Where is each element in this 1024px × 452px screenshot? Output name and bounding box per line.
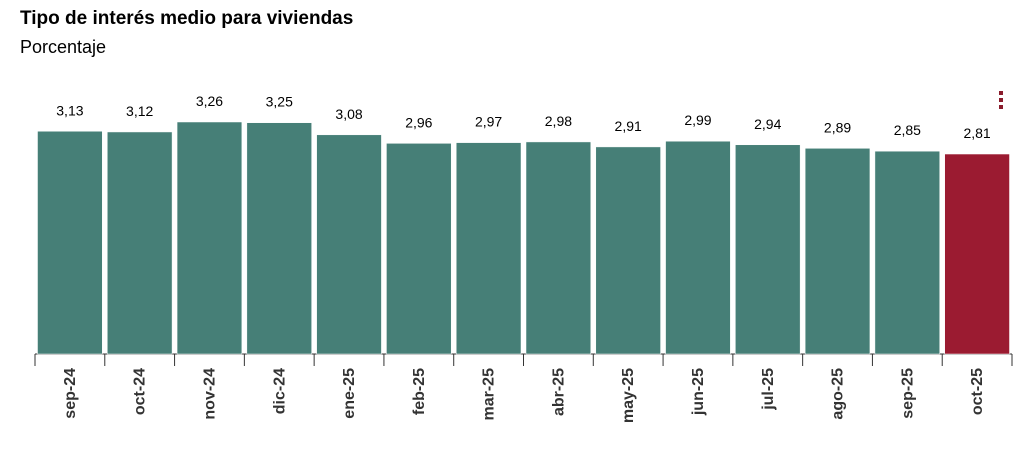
data-label-abr-25: 2,98 <box>545 113 572 129</box>
bar-ene-25 <box>316 134 382 355</box>
data-label-jul-25: 2,94 <box>754 116 781 132</box>
data-label-oct-25: 2,81 <box>963 125 990 141</box>
chart-subtitle: Porcentaje <box>20 37 107 57</box>
x-tick-label-jun-25: jun-25 <box>690 368 707 416</box>
bar-mar-25 <box>455 142 522 355</box>
bar-oct-25 <box>944 153 1010 355</box>
data-label-sep-24: 3,13 <box>56 102 83 118</box>
x-tick-label-oct-25: oct-25 <box>969 368 986 415</box>
bar-sep-25 <box>874 150 940 355</box>
data-label-sep-25: 2,85 <box>894 122 921 138</box>
data-label-mar-25: 2,97 <box>475 114 502 130</box>
x-tick-label-sep-25: sep-25 <box>899 368 916 419</box>
data-label-oct-24: 3,12 <box>126 103 153 119</box>
more-vertical-icon[interactable] <box>998 91 1004 113</box>
data-label-ago-25: 2,89 <box>824 119 851 135</box>
data-label-dic-24: 3,25 <box>266 94 293 110</box>
bar-jun-25 <box>665 140 731 355</box>
x-tick-label-ene-25: ene-25 <box>341 368 358 419</box>
bar-abr-25 <box>525 141 592 355</box>
chart-title: Tipo de interés medio para viviendas <box>20 8 354 29</box>
data-label-jun-25: 2,99 <box>684 112 711 128</box>
bar-oct-24 <box>107 131 173 355</box>
data-label-nov-24: 3,26 <box>196 93 223 109</box>
x-tick-label-dic-24: dic-24 <box>271 368 288 414</box>
x-tick-label-feb-25: feb-25 <box>411 368 428 415</box>
data-label-ene-25: 3,08 <box>335 106 362 122</box>
x-tick-label-nov-24: nov-24 <box>201 368 218 420</box>
x-tick-label-sep-24: sep-24 <box>62 368 79 419</box>
data-label-feb-25: 2,96 <box>405 114 432 130</box>
bar-may-25 <box>595 146 661 355</box>
bar-dic-24 <box>246 122 312 355</box>
bar-nov-24 <box>176 121 243 355</box>
x-tick-label-mar-25: mar-25 <box>481 368 498 421</box>
x-tick-label-oct-24: oct-24 <box>132 368 149 415</box>
data-label-may-25: 2,91 <box>615 118 642 134</box>
x-tick-label-jul-25: jul-25 <box>760 368 777 411</box>
bar-feb-25 <box>386 143 452 355</box>
x-tick-label-abr-25: abr-25 <box>550 368 567 416</box>
x-tick-label-may-25: may-25 <box>620 368 637 423</box>
bar-sep-24 <box>37 131 103 355</box>
bar-jul-25 <box>735 144 801 355</box>
x-tick-label-ago-25: ago-25 <box>830 368 847 420</box>
bar-ago-25 <box>804 148 871 355</box>
